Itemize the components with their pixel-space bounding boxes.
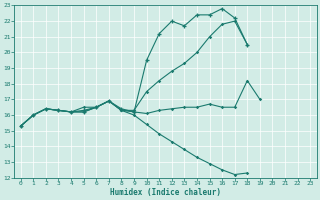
X-axis label: Humidex (Indice chaleur): Humidex (Indice chaleur) [110, 188, 221, 197]
